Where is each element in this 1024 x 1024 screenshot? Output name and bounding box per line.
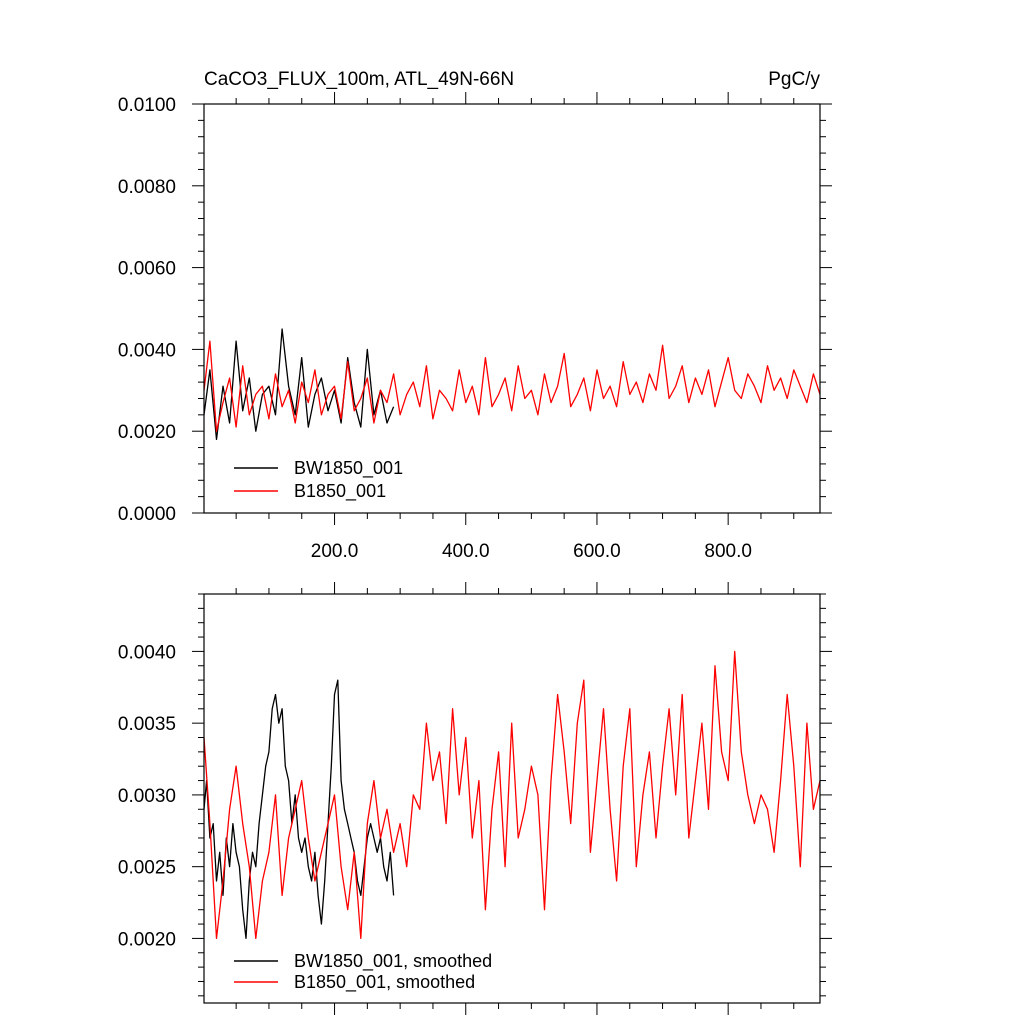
top-units: PgC/y <box>768 69 820 90</box>
top-y-tick-label-0: 0.0000 <box>118 504 176 525</box>
top-y-tick-label-1: 0.0020 <box>118 422 176 443</box>
bottom-panel: 0.0020 0.0025 0.0030 0.0035 0.0040 BW1850_00… <box>118 582 832 1015</box>
top-x-tick-label-3: 800.0 <box>704 541 752 562</box>
bottom-y-tick-label-4: 0.0040 <box>118 642 176 663</box>
top-legend-label-bw1850: BW1850_001 <box>294 458 403 479</box>
bottom-legend-label-bw1850: BW1850_001, smoothed <box>294 951 492 972</box>
bottom-axes: 0.0020 0.0025 0.0030 0.0035 0.0040 <box>118 582 832 1015</box>
top-y-tick-label-2: 0.0040 <box>118 340 176 361</box>
bottom-y-tick-label-3: 0.0035 <box>118 714 176 735</box>
top-y-tick-label-5: 0.0100 <box>118 95 176 116</box>
bottom-legend: BW1850_001, smoothed B1850_001, smoothed <box>234 951 492 993</box>
bottom-y-tick-label-2: 0.0030 <box>118 786 176 807</box>
top-title: CaCO3_FLUX_100m, ATL_49N-66N <box>204 69 514 90</box>
top-axes: 200.0 400.0 600.0 800.0 0.0000 0.0020 0.0040 0.… <box>118 92 832 562</box>
bottom-y-tick-label-0: 0.0020 <box>118 929 176 950</box>
bottom-legend-label-b1850: B1850_001, smoothed <box>294 972 475 993</box>
bottom-series-group <box>203 650 821 940</box>
top-y-tick-label-4: 0.0080 <box>118 177 176 198</box>
top-plot-frame <box>203 103 821 514</box>
bottom-series-line-1 <box>203 650 821 940</box>
top-y-tick-label-3: 0.0060 <box>118 259 176 280</box>
top-series-line-0 <box>203 328 395 441</box>
top-x-tick-label-0: 200.0 <box>311 541 359 562</box>
top-legend-label-b1850: B1850_001 <box>294 481 386 502</box>
top-series-line-1 <box>203 340 821 432</box>
bottom-y-tick-label-1: 0.0025 <box>118 858 176 879</box>
top-x-tick-label-1: 400.0 <box>442 541 490 562</box>
bottom-series-line-0 <box>203 679 395 940</box>
top-panel: CaCO3_FLUX_100m, ATL_49N-66N PgC/y 200.0… <box>118 69 832 562</box>
top-series-group <box>203 328 821 441</box>
bottom-plot-frame <box>203 593 821 1004</box>
top-legend: BW1850_001 B1850_001 <box>234 458 403 502</box>
top-x-tick-label-2: 600.0 <box>573 541 621 562</box>
